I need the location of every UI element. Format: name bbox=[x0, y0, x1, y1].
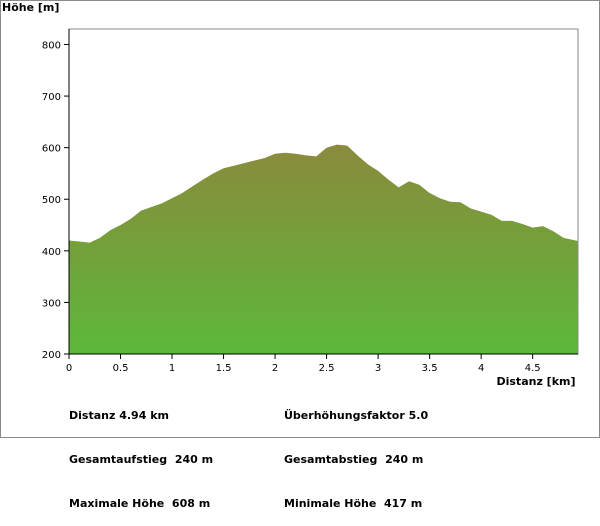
elevation-area bbox=[69, 144, 578, 354]
stat-label: Maximale Höhe bbox=[69, 497, 165, 510]
stats-right: Überhöhungsfaktor 5.0 Gesamtabstieg 240 … bbox=[284, 381, 428, 526]
stats-left: Distanz 4.94 km Gesamtaufstieg 240 m Max… bbox=[69, 381, 213, 526]
elevation-profile-chart: Höhe [m] Distanz [km] 200 300 400 500 600 700… bbox=[2, 1, 579, 388]
y-tick-label: 800 bbox=[42, 40, 61, 51]
stat-value: 608 m bbox=[171, 497, 211, 510]
stat-label: Minimale Höhe bbox=[284, 497, 377, 510]
x-tick-label: 3.5 bbox=[422, 363, 438, 374]
y-tick-label: 200 bbox=[42, 350, 61, 361]
x-tick-label: 2 bbox=[272, 363, 278, 374]
stat-value: 240 m bbox=[174, 453, 214, 466]
stat-distance: Distanz 4.94 km bbox=[69, 407, 213, 425]
x-tick-label: 2.5 bbox=[319, 363, 335, 374]
stat-min-elevation: Minimale Höhe 417 m bbox=[284, 495, 428, 513]
stat-total-descent: Gesamtabstieg 240 m bbox=[284, 451, 428, 469]
x-tick-label: 0.5 bbox=[113, 363, 129, 374]
stat-value: 417 m bbox=[384, 497, 423, 510]
stat-value: 5.0 bbox=[408, 409, 429, 422]
stat-total-ascent: Gesamtaufstieg 240 m bbox=[69, 451, 213, 469]
stat-label: Distanz bbox=[69, 409, 116, 422]
stat-label: Gesamtaufstieg bbox=[69, 453, 168, 466]
stat-value: 240 m bbox=[385, 453, 424, 466]
y-tick-label: 700 bbox=[42, 92, 61, 103]
x-tick-label: 4 bbox=[478, 363, 484, 374]
y-tick-label: 400 bbox=[42, 247, 61, 258]
stat-exaggeration-factor: Überhöhungsfaktor 5.0 bbox=[284, 407, 428, 425]
x-tick-label: 1.5 bbox=[216, 363, 232, 374]
x-tick-label: 1 bbox=[169, 363, 175, 374]
stat-max-elevation: Maximale Höhe 608 m bbox=[69, 495, 213, 513]
x-tick-label: 3 bbox=[375, 363, 381, 374]
y-axis-title: Höhe [m] bbox=[2, 1, 59, 14]
x-tick-label: 0 bbox=[66, 363, 72, 374]
x-tick-label: 4.5 bbox=[525, 363, 541, 374]
x-axis-title: Distanz [km] bbox=[496, 375, 575, 388]
y-tick-label: 500 bbox=[42, 195, 61, 206]
stat-value: 4.94 km bbox=[119, 409, 169, 422]
y-tick-label: 300 bbox=[42, 298, 61, 309]
y-tick-label: 600 bbox=[42, 144, 61, 155]
stat-label: Gesamtabstieg bbox=[284, 453, 378, 466]
stat-label: Überhöhungsfaktor bbox=[284, 409, 405, 422]
